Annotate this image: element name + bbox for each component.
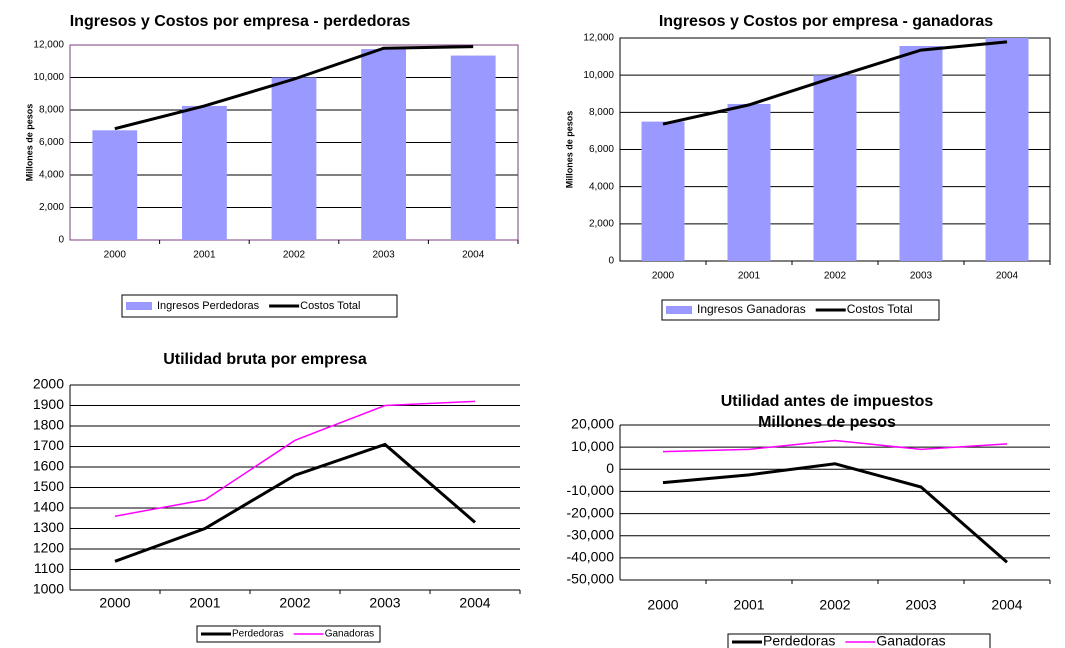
y-tick-label: 1000	[33, 581, 64, 597]
x-tick-label: 2000	[647, 597, 678, 613]
line-series	[114, 442, 476, 563]
legend-label: Ganadoras	[325, 629, 374, 640]
bar	[727, 103, 771, 262]
x-tick-label: 2003	[910, 271, 933, 282]
y-tick-label: 1300	[33, 519, 64, 535]
x-tick-label: 2000	[99, 595, 130, 611]
y-tick-label: -40,000	[567, 549, 615, 565]
x-tick-label: 2000	[104, 250, 127, 261]
bar	[271, 77, 317, 240]
bar	[450, 55, 496, 240]
x-tick-label: 2002	[283, 250, 306, 261]
y-axis-label: Millones de pesos	[24, 104, 34, 182]
y-tick-label: 10,000	[33, 72, 64, 83]
y-tick-label: 0	[608, 256, 614, 267]
legend-label: Costos Total	[300, 300, 360, 312]
y-tick-label: 2000	[33, 376, 64, 392]
bar	[641, 121, 685, 261]
x-tick-label: 2002	[279, 595, 310, 611]
y-tick-label: 20,000	[571, 416, 614, 432]
chart-subtitle: Millones de pesos	[758, 414, 896, 431]
line-series	[114, 400, 476, 517]
y-tick-label: 4,000	[39, 170, 64, 181]
y-tick-label: 2,000	[589, 218, 614, 229]
y-tick-label: 8,000	[589, 107, 614, 118]
legend-label: Ingresos Perdedoras	[157, 300, 260, 312]
chart-title: Utilidad antes de impuestos	[721, 393, 934, 410]
y-tick-label: 1700	[33, 437, 64, 453]
legend-swatch	[666, 306, 692, 314]
y-tick-label: 2,000	[39, 202, 64, 213]
line-series	[114, 45, 474, 131]
x-tick-label: 2003	[905, 597, 936, 613]
y-tick-label: 4,000	[589, 181, 614, 192]
x-tick-label: 2001	[738, 271, 761, 282]
y-tick-label: 1900	[33, 396, 64, 412]
line-series	[662, 40, 1008, 126]
legend-box	[661, 299, 940, 321]
y-tick-label: 6,000	[39, 137, 64, 148]
x-tick-label: 2002	[824, 271, 847, 282]
y-tick-label: 1500	[33, 478, 64, 494]
y-tick-label: 10,000	[583, 70, 614, 81]
chart-title: Ingresos y Costos por empresa - ganadora…	[659, 13, 993, 30]
x-tick-label: 2001	[193, 250, 216, 261]
bar	[182, 105, 227, 240]
bar	[813, 75, 857, 262]
y-tick-label: -20,000	[567, 504, 615, 520]
x-tick-label: 2004	[459, 595, 490, 611]
legend-box	[727, 633, 991, 648]
bar	[985, 38, 1029, 261]
legend-label: Perdedoras	[763, 633, 835, 648]
x-tick-label: 2001	[733, 597, 764, 613]
legend-label: Costos Total	[847, 302, 913, 316]
x-tick-label: 2000	[652, 271, 675, 282]
chart-title: Utilidad bruta por empresa	[163, 351, 367, 368]
chart-title: Ingresos y Costos por empresa - perdedor…	[70, 13, 411, 30]
legend-label: Perdedoras	[232, 629, 284, 640]
legend-swatch	[126, 302, 152, 310]
y-tick-label: 8,000	[39, 105, 64, 116]
x-tick-label: 2004	[996, 271, 1019, 282]
bar	[361, 49, 406, 240]
legend-box	[121, 294, 398, 318]
y-tick-label: 1600	[33, 458, 64, 474]
line-series	[662, 462, 1008, 564]
y-tick-label: 12,000	[33, 40, 64, 51]
y-tick-label: 0	[606, 460, 614, 476]
x-tick-label: 2002	[819, 597, 850, 613]
x-tick-label: 2001	[189, 595, 220, 611]
legend-label: Ingresos Ganadoras	[697, 302, 806, 316]
x-tick-label: 2003	[369, 595, 400, 611]
y-tick-label: 1100	[34, 560, 64, 576]
y-tick-label: -50,000	[567, 571, 615, 587]
bar	[92, 130, 138, 240]
y-tick-label: -30,000	[567, 526, 615, 542]
y-tick-label: 6,000	[589, 144, 614, 155]
y-tick-label: 1200	[33, 540, 64, 556]
y-tick-label: 1400	[33, 499, 64, 515]
y-tick-label: 10,000	[571, 438, 614, 454]
x-tick-label: 2004	[991, 597, 1022, 613]
legend-label: Ganadoras	[876, 633, 945, 648]
y-tick-label: -10,000	[567, 482, 615, 498]
y-tick-label: 12,000	[583, 33, 614, 44]
bar	[899, 45, 943, 262]
legend-box	[196, 625, 381, 643]
y-tick-label: 0	[58, 235, 64, 246]
y-axis-label: Millones de pesos	[564, 111, 574, 189]
x-tick-label: 2003	[372, 250, 395, 261]
line-series	[662, 439, 1008, 453]
x-tick-label: 2004	[462, 250, 485, 261]
y-tick-label: 1800	[33, 417, 64, 433]
